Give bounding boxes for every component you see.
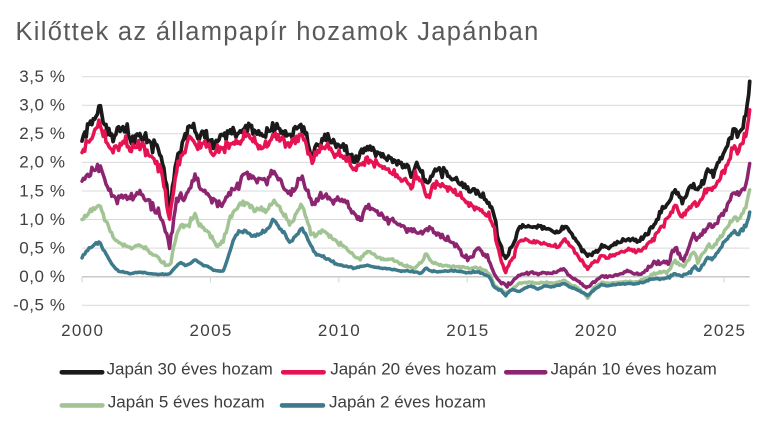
svg-text:3,5 %: 3,5 %: [19, 67, 65, 86]
svg-text:3,0 %: 3,0 %: [19, 96, 65, 115]
svg-text:2005: 2005: [189, 321, 232, 340]
svg-text:2025: 2025: [703, 321, 746, 340]
svg-text:1,0 %: 1,0 %: [19, 210, 65, 229]
svg-text:2010: 2010: [318, 321, 361, 340]
svg-text:0,5 %: 0,5 %: [19, 238, 65, 257]
svg-text:Japán 30 éves hozam: Japán 30 éves hozam: [107, 359, 273, 378]
svg-text:1,5 %: 1,5 %: [19, 181, 65, 200]
svg-text:Japán 10 éves hozam: Japán 10 éves hozam: [551, 359, 717, 378]
svg-text:-0,5 %: -0,5 %: [13, 296, 65, 315]
svg-text:Kilőttek az állampapír hozamok: Kilőttek az állampapír hozamok Japánban: [16, 18, 540, 46]
svg-text:2000: 2000: [61, 321, 104, 340]
svg-text:2,0 %: 2,0 %: [19, 153, 65, 172]
svg-text:Japán 5 éves hozam: Japán 5 éves hozam: [108, 393, 265, 412]
svg-text:2015: 2015: [446, 321, 489, 340]
svg-text:Japán 2 éves hozam: Japán 2 éves hozam: [329, 393, 486, 412]
svg-text:0,0 %: 0,0 %: [19, 267, 65, 286]
svg-text:2020: 2020: [575, 321, 618, 340]
svg-text:Japán 20 éves hozam: Japán 20 éves hozam: [330, 359, 496, 378]
svg-text:2,5 %: 2,5 %: [19, 124, 65, 143]
